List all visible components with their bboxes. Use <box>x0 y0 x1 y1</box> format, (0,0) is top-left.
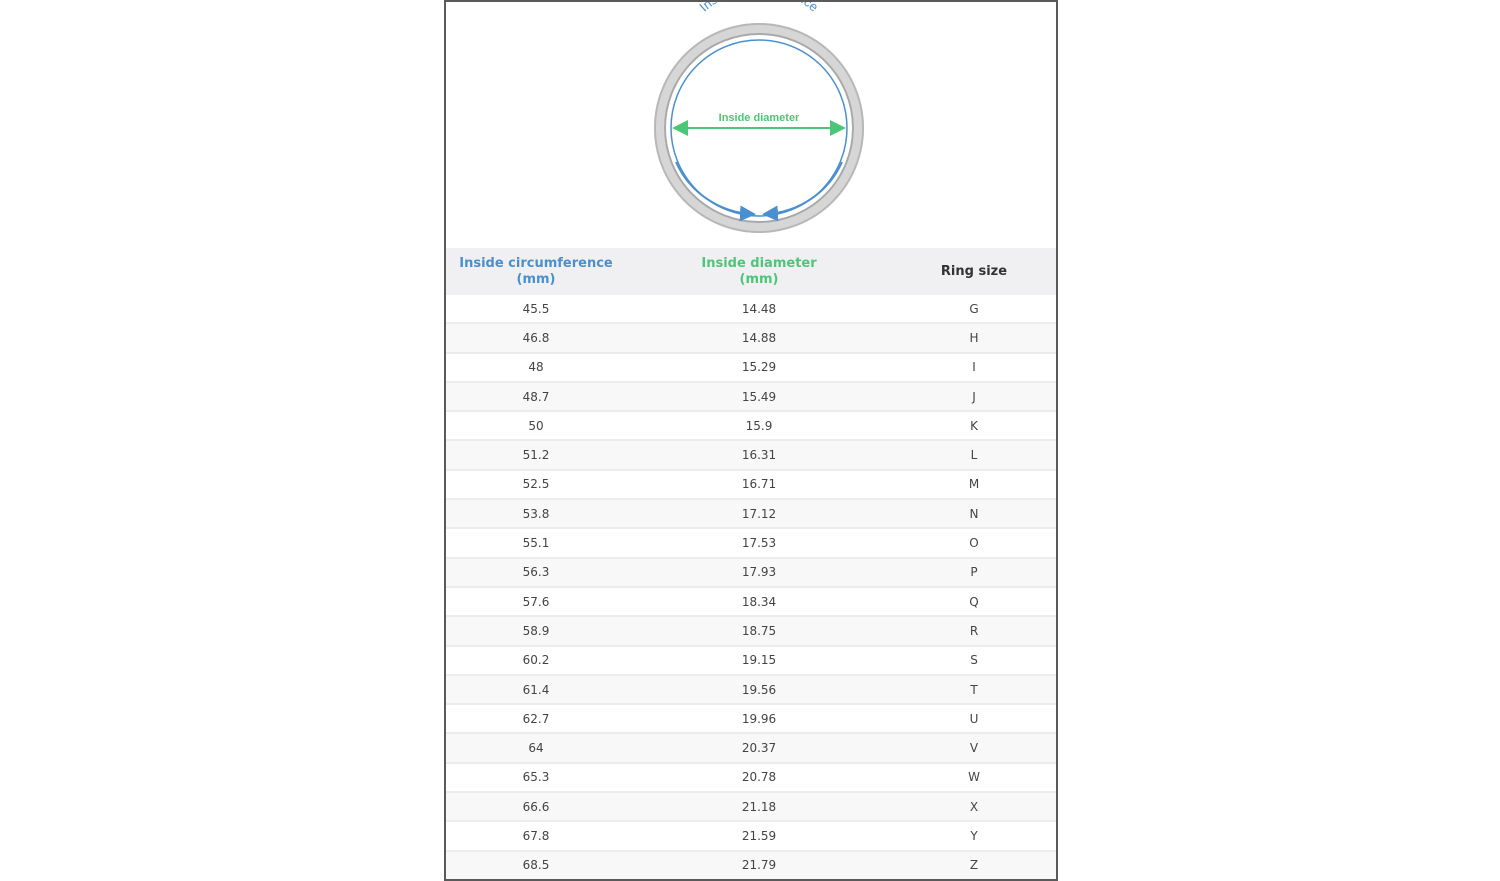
cell-ring-size: P <box>970 565 978 580</box>
table-row: 64 20.37 V <box>446 734 1056 764</box>
cell-circumference: 48 <box>528 360 544 375</box>
table-row: 46.8 14.88 H <box>446 324 1056 354</box>
cell-diameter: 17.93 <box>741 565 777 580</box>
table-row: 61.4 19.56 T <box>446 675 1056 706</box>
cell-circumference: 52.5 <box>522 477 550 492</box>
cell-circumference: 48.7 <box>522 389 550 404</box>
ring-diagram: Inside diameter Inside circumference <box>654 2 864 233</box>
cell-diameter: 19.56 <box>741 682 777 697</box>
cell-diameter: 15.29 <box>741 360 777 375</box>
table-row: 48.7 15.49 J <box>446 382 1056 413</box>
cell-ring-size: S <box>970 653 978 668</box>
cell-diameter: 14.88 <box>741 330 777 345</box>
cell-ring-size: H <box>969 330 979 345</box>
table-row: 51.2 16.31 L <box>446 441 1056 471</box>
cell-ring-size: L <box>970 448 978 463</box>
table-body: 45.5 14.48 G 46.8 14.88 H 48 15.29 I 48.7 15.49 J 50… <box>446 295 1056 879</box>
cell-diameter: 21.59 <box>741 828 777 843</box>
cell-diameter: 16.31 <box>741 448 777 463</box>
cell-circumference: 50 <box>528 418 544 433</box>
cell-diameter: 20.37 <box>741 741 777 756</box>
cell-diameter: 16.71 <box>741 477 777 492</box>
cell-diameter: 21.79 <box>741 858 777 873</box>
cell-circumference: 68.5 <box>522 858 550 873</box>
table-row: 48 15.29 I <box>446 354 1056 383</box>
header-line: Inside diameter <box>701 255 817 271</box>
cell-circumference: 46.8 <box>522 330 550 345</box>
ring-size-chart: Inside diameter Inside circumference Ins… <box>444 0 1058 881</box>
cell-ring-size: O <box>969 536 979 551</box>
cell-circumference: 53.8 <box>522 506 550 521</box>
cell-diameter: 21.18 <box>741 799 777 814</box>
cell-ring-size: K <box>970 418 978 433</box>
header-ring-size: Ring size <box>940 263 1008 279</box>
table-row: 65.3 20.78 W <box>446 764 1056 794</box>
table-row: 57.6 18.34 Q <box>446 588 1056 618</box>
header-unit: (mm) <box>739 271 779 287</box>
table-row: 67.8 21.59 Y <box>446 822 1056 852</box>
table-row: 52.5 16.71 M <box>446 471 1056 501</box>
cell-ring-size: G <box>969 301 979 316</box>
cell-diameter: 18.34 <box>741 594 777 609</box>
cell-diameter: 17.12 <box>741 506 777 521</box>
cell-ring-size: W <box>968 770 980 785</box>
table-header: Inside circumference (mm) Inside diameter… <box>446 248 1056 295</box>
cell-diameter: 17.53 <box>741 536 777 551</box>
cell-ring-size: X <box>969 799 979 814</box>
cell-ring-size: U <box>969 711 979 726</box>
header-unit: (mm) <box>516 271 556 287</box>
cell-circumference: 56.3 <box>522 565 550 580</box>
cell-circumference: 58.9 <box>522 623 550 638</box>
cell-circumference: 45.5 <box>522 301 550 316</box>
cell-circumference: 61.4 <box>522 682 550 697</box>
cell-diameter: 18.75 <box>741 623 777 638</box>
cell-circumference: 60.2 <box>522 653 550 668</box>
cell-circumference: 51.2 <box>522 448 550 463</box>
table-row: 62.7 19.96 U <box>446 705 1056 735</box>
cell-ring-size: Q <box>969 594 979 609</box>
header-line: Inside circumference <box>459 255 613 271</box>
inside-circumference-label: Inside circumference <box>696 2 821 14</box>
cell-circumference: 67.8 <box>522 828 550 843</box>
cell-diameter: 15.9 <box>745 418 773 433</box>
cell-ring-size: R <box>969 623 979 638</box>
header-circumference: Inside circumference (mm) <box>446 256 626 288</box>
cell-ring-size: N <box>969 506 979 521</box>
table-row: 66.6 21.18 X <box>446 793 1056 823</box>
cell-ring-size: Z <box>969 858 979 873</box>
cell-diameter: 19.96 <box>741 711 777 726</box>
cell-circumference: 65.3 <box>522 770 550 785</box>
inside-circumference-line <box>670 39 848 217</box>
cell-circumference: 64 <box>528 741 544 756</box>
cell-circumference: 66.6 <box>522 799 550 814</box>
cell-ring-size: T <box>970 682 978 697</box>
cell-circumference: 62.7 <box>522 711 550 726</box>
cell-diameter: 19.15 <box>741 653 777 668</box>
cell-ring-size: J <box>972 389 976 404</box>
cell-ring-size: Y <box>970 828 978 843</box>
inside-diameter-label: Inside diameter <box>719 112 800 124</box>
table-row: 58.9 18.75 R <box>446 617 1056 647</box>
table-row: 68.5 21.79 Z <box>446 851 1056 879</box>
ring-outer <box>654 23 864 233</box>
header-diameter: Inside diameter (mm) <box>626 256 892 288</box>
cell-circumference: 55.1 <box>522 536 550 551</box>
cell-ring-size: M <box>968 477 980 492</box>
table-row: 60.2 19.15 S <box>446 647 1056 676</box>
cell-circumference: 57.6 <box>522 594 550 609</box>
table-row: 50 15.9 K <box>446 412 1056 442</box>
svg-text:Inside circumference: Inside circumference <box>696 2 821 14</box>
cell-ring-size: I <box>972 360 976 375</box>
table-row: 45.5 14.48 G <box>446 295 1056 325</box>
cell-diameter: 14.48 <box>741 301 777 316</box>
table-row: 53.8 17.12 N <box>446 500 1056 530</box>
cell-ring-size: V <box>969 741 979 756</box>
table-row: 56.3 17.93 P <box>446 558 1056 588</box>
cell-diameter: 20.78 <box>741 770 777 785</box>
table-row: 55.1 17.53 O <box>446 529 1056 559</box>
cell-diameter: 15.49 <box>741 389 777 404</box>
